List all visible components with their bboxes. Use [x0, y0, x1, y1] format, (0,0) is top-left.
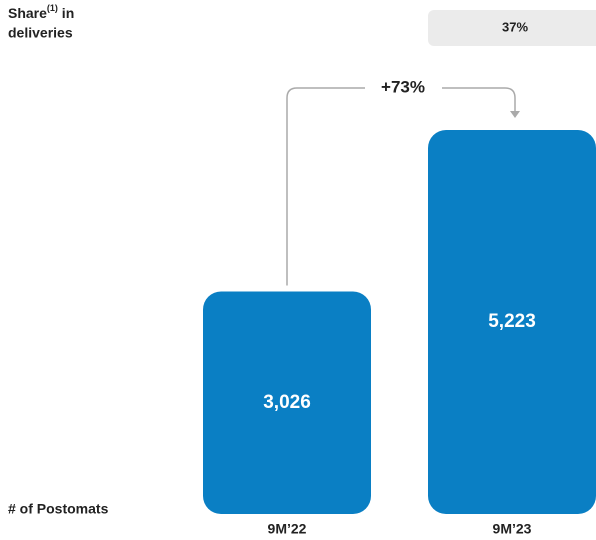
share-box [428, 10, 596, 46]
share-label: Share(1) in [8, 3, 74, 20]
bar-value-label: 3,026 [263, 392, 311, 413]
value-axis-label: # of Postomats [8, 501, 109, 517]
x-tick-label: 9M’23 [493, 521, 532, 537]
bar [203, 291, 371, 514]
growth-arrow [286, 87, 516, 286]
bar-value-label: 5,223 [488, 311, 536, 332]
share-label-line2: deliveries [8, 25, 73, 41]
share-label-suffix: in [58, 5, 74, 21]
growth-arrowhead [510, 111, 520, 118]
share-value-label: 37% [502, 19, 528, 34]
growth-label: +73% [381, 77, 425, 96]
share-label-superscript: (1) [47, 3, 58, 13]
bar [428, 130, 596, 514]
x-tick-label: 9M’22 [268, 521, 307, 537]
share-label-main: Share [8, 5, 47, 21]
